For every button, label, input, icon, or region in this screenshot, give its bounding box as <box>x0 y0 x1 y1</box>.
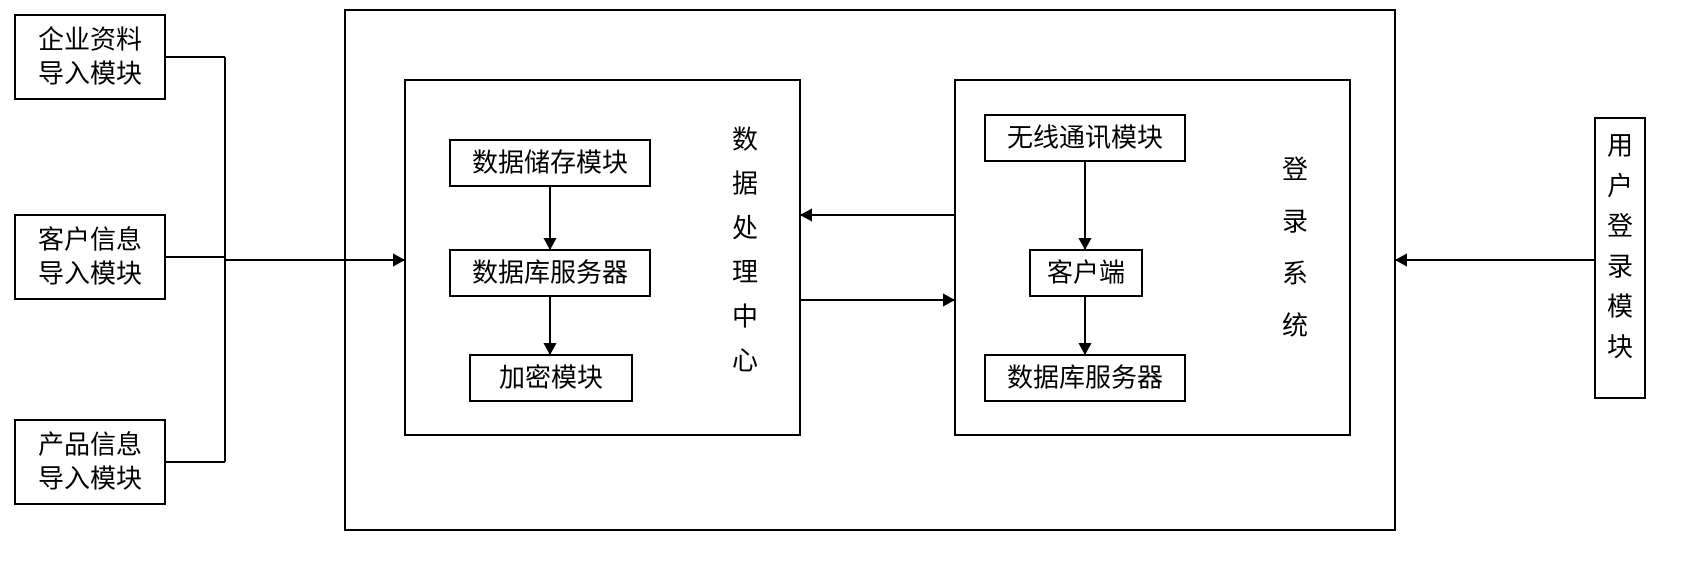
login_n2-label: 客户端 <box>1047 259 1125 288</box>
user-login-module-char-5: 块 <box>1607 333 1633 362</box>
login_n1-label: 无线通讯模块 <box>1007 124 1163 153</box>
dpc-title-char-0: 数 <box>732 126 758 155</box>
dpc-title-char-5: 心 <box>732 347 758 376</box>
login-title-char-3: 统 <box>1282 312 1308 341</box>
left2-label-0: 客户信息 <box>38 226 142 255</box>
login_n3-label: 数据库服务器 <box>1007 364 1163 393</box>
dpc_n2-label: 数据库服务器 <box>472 259 628 288</box>
login-title-char-0: 登 <box>1282 156 1308 185</box>
login-title-char-2: 系 <box>1282 260 1308 289</box>
user-login-module-char-4: 模 <box>1607 293 1633 322</box>
edge-user-to-bigbox-head <box>1395 253 1407 266</box>
dpc-title-char-4: 中 <box>732 302 758 331</box>
user-login-module-char-0: 用 <box>1607 132 1633 161</box>
user-login-module-char-2: 登 <box>1607 212 1633 241</box>
dpc-title-char-2: 处 <box>732 214 758 243</box>
dpc_n3-label: 加密模块 <box>499 364 603 393</box>
left1-label-0: 企业资料 <box>38 26 142 55</box>
left3-label-0: 产品信息 <box>38 431 142 460</box>
user-login-module-char-3: 录 <box>1607 252 1633 281</box>
user-login-module-char-1: 户 <box>1607 172 1633 201</box>
left2-label-1: 导入模块 <box>38 259 142 288</box>
left3-label-1: 导入模块 <box>38 464 142 493</box>
dpc-title-char-1: 据 <box>732 170 758 199</box>
left1-label-1: 导入模块 <box>38 59 142 88</box>
dpc_n1-label: 数据储存模块 <box>472 149 628 178</box>
dpc-title-char-3: 理 <box>732 258 758 287</box>
login-title-char-1: 录 <box>1282 208 1308 237</box>
